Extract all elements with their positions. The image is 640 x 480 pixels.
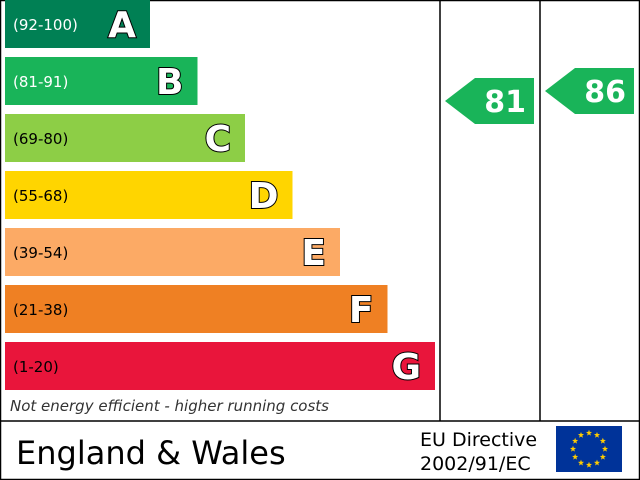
- eu-star: [599, 453, 606, 460]
- eu-star: [572, 453, 579, 460]
- band-bar-a: [5, 0, 150, 48]
- directive-line-1: EU Directive: [420, 429, 537, 451]
- band-letter-a: A: [108, 5, 136, 46]
- band-range-g: (1-20): [13, 358, 59, 376]
- rating-arrow-shape: [445, 78, 534, 124]
- eu-star: [593, 431, 601, 438]
- eu-star: [569, 445, 577, 452]
- rating-value: 81: [484, 85, 526, 120]
- rating-arrows: 81 86: [445, 68, 634, 124]
- eu-star: [585, 429, 593, 436]
- eu-star: [572, 437, 579, 444]
- band-c: (69-80) C: [5, 114, 245, 162]
- eu-star: [577, 459, 585, 466]
- band-range-d: (55-68): [13, 187, 68, 205]
- band-f: (21-38) F: [5, 285, 388, 333]
- eu-star: [593, 459, 601, 466]
- rating-arrow-shape: [545, 68, 634, 114]
- rating-arrow-current: 81: [445, 78, 534, 124]
- band-range-b: (81-91): [13, 73, 68, 91]
- band-bar-c: [5, 114, 245, 162]
- band-a: (92-100) A: [5, 0, 150, 48]
- band-bar-b: [5, 57, 198, 105]
- band-bar-d: [5, 171, 293, 219]
- rating-arrow-potential: 86: [545, 68, 634, 114]
- band-range-c: (69-80): [13, 130, 68, 148]
- band-letter-f: F: [349, 290, 374, 331]
- band-bar-e: [5, 228, 340, 276]
- band-letter-g: G: [391, 347, 421, 388]
- band-letter-c: C: [205, 119, 231, 160]
- eu-star: [601, 445, 609, 452]
- rating-bands: (92-100) A (81-91) B (69-80) C (55-68) D (39-54)…: [5, 0, 435, 390]
- band-letter-b: B: [156, 62, 183, 103]
- band-range-f: (21-38): [13, 301, 68, 319]
- band-bar-g: [5, 342, 435, 390]
- footnote: Not energy efficient - higher running co…: [10, 397, 329, 415]
- eu-star: [585, 461, 593, 468]
- band-e: (39-54) E: [5, 228, 340, 276]
- band-d: (55-68) D: [5, 171, 293, 219]
- rating-value: 86: [584, 75, 626, 110]
- band-g: (1-20) G: [5, 342, 435, 390]
- directive-line-2: 2002/91/EC: [420, 453, 531, 475]
- band-range-e: (39-54): [13, 244, 68, 262]
- band-letter-e: E: [301, 233, 326, 274]
- eu-star: [577, 431, 585, 438]
- eu-flag-stars: [569, 429, 609, 468]
- band-letter-d: D: [249, 176, 279, 217]
- band-bar-f: [5, 285, 388, 333]
- eu-flag-icon: [556, 426, 622, 472]
- region-label: England & Wales: [16, 434, 286, 472]
- eu-star: [599, 437, 606, 444]
- band-b: (81-91) B: [5, 57, 198, 105]
- band-range-a: (92-100): [13, 16, 78, 34]
